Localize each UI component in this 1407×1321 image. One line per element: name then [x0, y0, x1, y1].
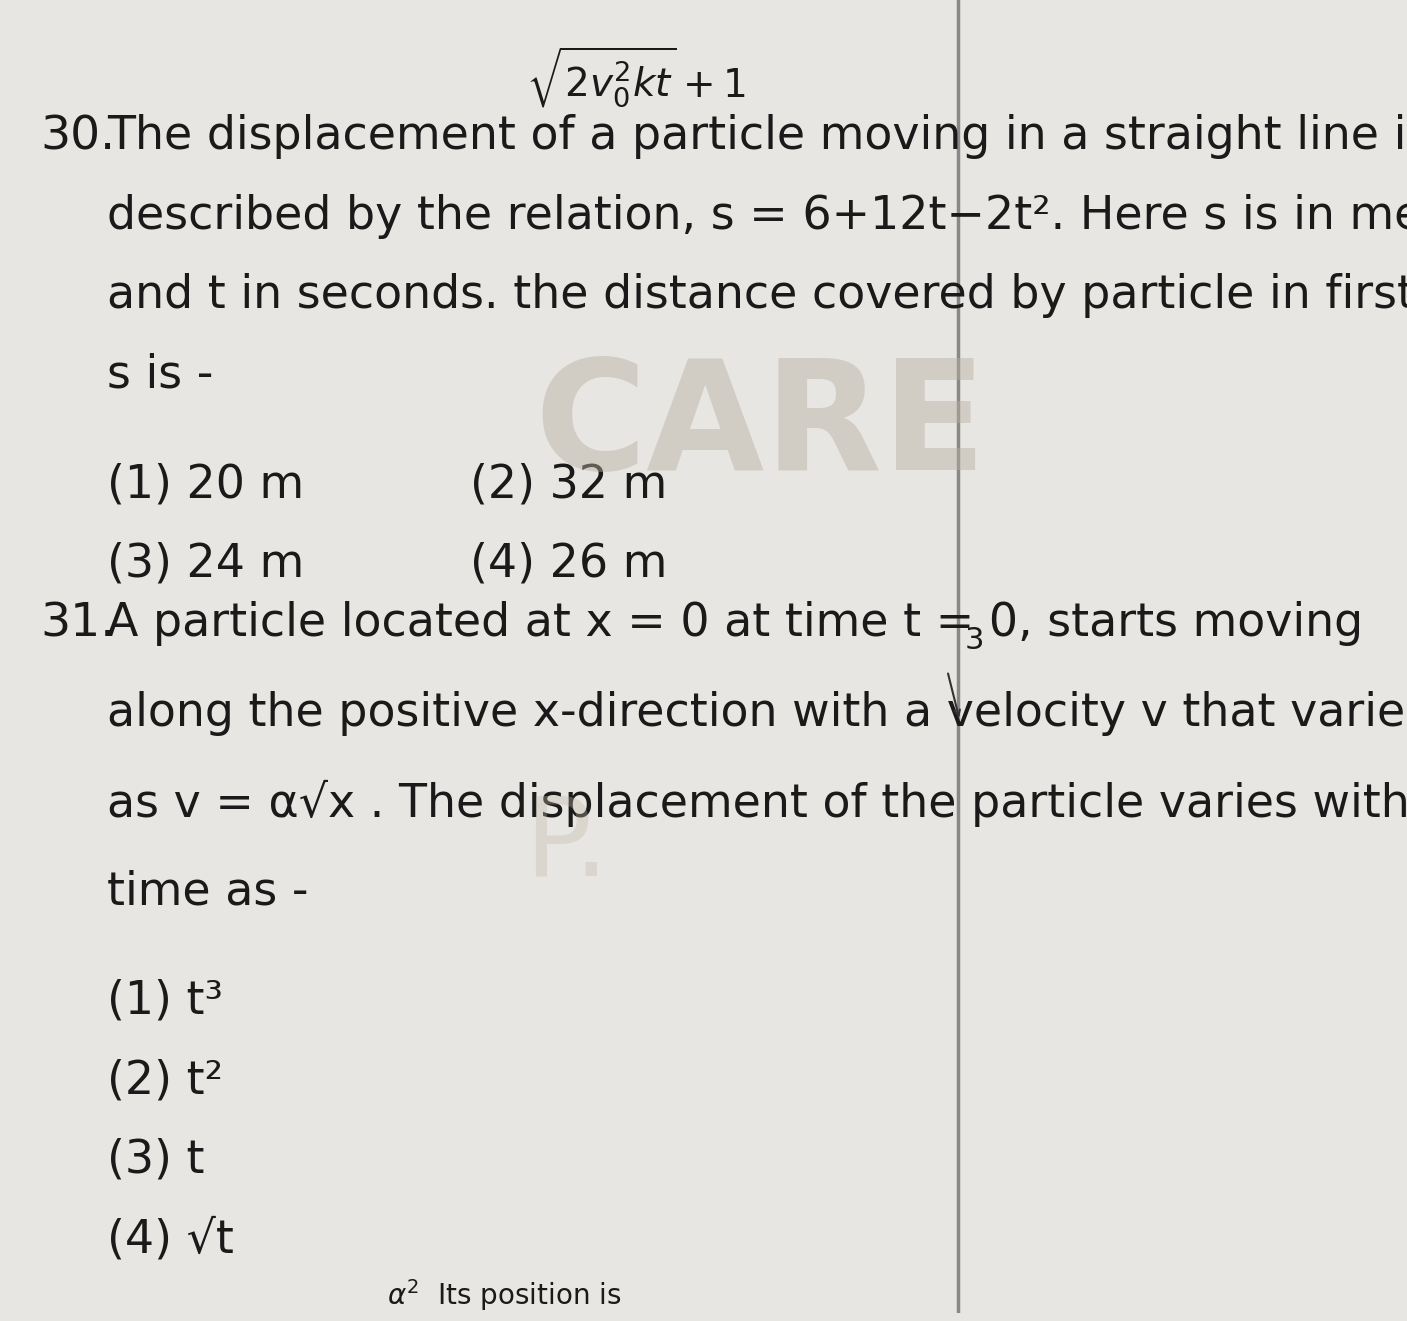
Text: (3) 24 m: (3) 24 m: [107, 542, 304, 587]
Text: as v = α√x . The displacement of the particle varies with: as v = α√x . The displacement of the par…: [107, 781, 1407, 827]
Text: (2) t²: (2) t²: [107, 1058, 224, 1103]
Text: 30.: 30.: [41, 115, 115, 160]
Text: (4) 26 m: (4) 26 m: [470, 542, 667, 587]
Text: 31.: 31.: [41, 601, 115, 646]
Text: 3: 3: [965, 626, 983, 655]
Text: (3) t: (3) t: [107, 1137, 204, 1182]
Text: (1) 20 m: (1) 20 m: [107, 462, 304, 507]
Text: (4) √t: (4) √t: [107, 1218, 234, 1263]
Text: described by the relation, s = 6+12t−2t². Here s is in meters: described by the relation, s = 6+12t−2t²…: [107, 194, 1407, 239]
Text: time as -: time as -: [107, 869, 308, 914]
Text: A particle located at x = 0 at time t = 0, starts moving: A particle located at x = 0 at time t = …: [107, 601, 1363, 646]
Text: $\sqrt{2v_0^2kt} +1$: $\sqrt{2v_0^2kt} +1$: [526, 45, 746, 110]
Text: The displacement of a particle moving in a straight line is: The displacement of a particle moving in…: [107, 115, 1407, 160]
Text: $\alpha^2$  Its position is: $\alpha^2$ Its position is: [387, 1277, 622, 1313]
Text: and t in seconds. the distance covered by particle in first 5: and t in seconds. the distance covered b…: [107, 273, 1407, 318]
Text: CARE: CARE: [535, 353, 986, 502]
Text: (1) t³: (1) t³: [107, 979, 224, 1024]
Text: P.: P.: [525, 791, 609, 898]
Text: along the positive x-direction with a velocity v that varies: along the positive x-direction with a ve…: [107, 691, 1407, 736]
Text: (2) 32 m: (2) 32 m: [470, 462, 667, 507]
Text: s is -: s is -: [107, 353, 214, 398]
